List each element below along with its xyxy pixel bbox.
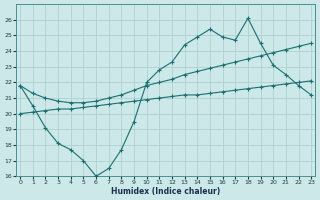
- X-axis label: Humidex (Indice chaleur): Humidex (Indice chaleur): [111, 187, 220, 196]
